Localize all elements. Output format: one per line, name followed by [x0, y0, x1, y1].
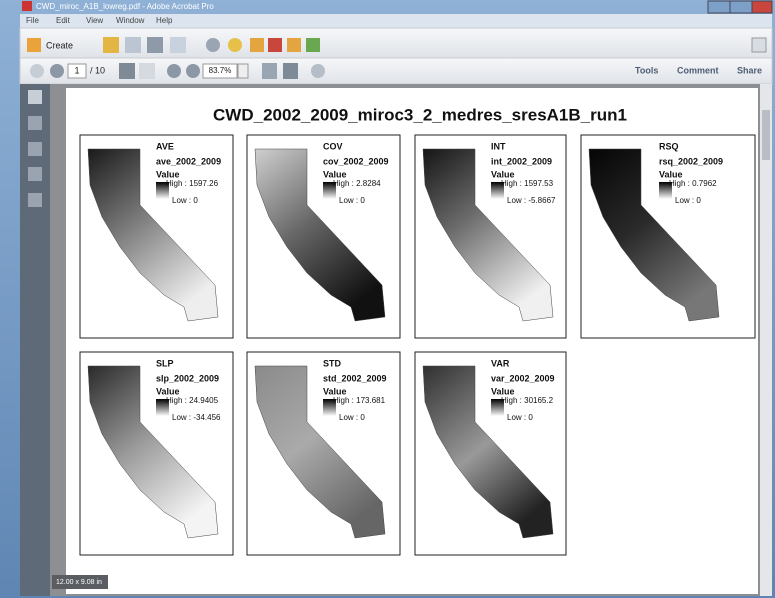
next-page-button[interactable] — [50, 64, 64, 78]
panel-code: COV — [323, 141, 343, 151]
legend-title: Value — [323, 169, 347, 179]
menu-item[interactable]: Edit — [56, 16, 71, 25]
create-icon[interactable] — [27, 38, 41, 52]
zoom-value[interactable]: 83.7% — [209, 66, 232, 75]
map-panel: RSQ rsq_2002_2009 ValueHigh : 0.7962 Low : … — [581, 135, 755, 338]
zoom-out-button[interactable] — [167, 64, 181, 78]
layer-name: var_2002_2009 — [491, 373, 555, 383]
legend-low: Low : 0 — [172, 196, 198, 205]
sign-icon[interactable] — [250, 38, 264, 52]
hand-tool[interactable] — [139, 63, 155, 79]
print-icon[interactable] — [147, 37, 163, 53]
panel-code: VAR — [491, 358, 510, 368]
layer-name: std_2002_2009 — [323, 373, 387, 383]
legend-title: Value — [156, 386, 180, 396]
page-number[interactable]: 1 — [74, 65, 79, 75]
legend-title: Value — [156, 169, 180, 179]
legend-high: High : 0.7962 — [669, 179, 717, 188]
scroll-thumb[interactable] — [762, 110, 770, 160]
panel-code: SLP — [156, 358, 174, 368]
open-icon[interactable] — [103, 37, 119, 53]
minimize-button[interactable] — [708, 1, 730, 13]
tools-pane[interactable]: Tools — [635, 65, 658, 75]
layer-name: rsq_2002_2009 — [659, 156, 723, 166]
fit-width-button[interactable] — [283, 63, 298, 79]
form-icon[interactable] — [287, 38, 301, 52]
layer-name: int_2002_2009 — [491, 156, 552, 166]
legend-low: Low : -34.456 — [172, 413, 221, 422]
panel-code: RSQ — [659, 141, 679, 151]
maximize-button[interactable] — [730, 1, 752, 13]
create-button[interactable]: Create — [46, 40, 73, 50]
legend-high: High : 30165.2 — [501, 396, 554, 405]
legend-high: High : 24.9405 — [166, 396, 219, 405]
layers-icon[interactable] — [28, 167, 42, 181]
close-button[interactable] — [752, 1, 772, 13]
save-icon[interactable] — [125, 37, 141, 53]
legend-low: Low : 0 — [339, 196, 365, 205]
select-tool[interactable] — [119, 63, 135, 79]
navigation-pane — [20, 84, 50, 596]
page-total: / 10 — [90, 65, 105, 75]
acrobat-window: CWD_miroc_A1B_lowreg.pdf - Adobe Acrobat… — [0, 0, 775, 598]
layer-name: ave_2002_2009 — [156, 156, 221, 166]
legend-title: Value — [491, 169, 515, 179]
settings-icon[interactable] — [206, 38, 220, 52]
document-title: CWD_2002_2009_miroc3_2_medres_sresA1B_ru… — [213, 105, 627, 124]
zoom-dropdown[interactable] — [238, 64, 248, 78]
layer-name: slp_2002_2009 — [156, 373, 219, 383]
email-icon[interactable] — [170, 37, 186, 53]
menu-item[interactable]: Window — [116, 16, 145, 25]
attachments-icon[interactable] — [28, 142, 42, 156]
pages-icon[interactable] — [28, 90, 42, 104]
legend-high: High : 1597.53 — [501, 179, 554, 188]
signatures-icon[interactable] — [28, 193, 42, 207]
layer-name: cov_2002_2009 — [323, 156, 389, 166]
prev-page-button[interactable] — [30, 64, 44, 78]
page-size: 12.00 x 9.08 in — [56, 579, 102, 586]
menu-item[interactable]: View — [86, 16, 103, 25]
legend-high: High : 2.8284 — [333, 179, 381, 188]
legend-title: Value — [659, 169, 683, 179]
panel-code: STD — [323, 358, 342, 368]
zoom-in-button[interactable] — [186, 64, 200, 78]
comment-icon[interactable] — [228, 38, 242, 52]
menu-item[interactable]: File — [26, 16, 39, 25]
export-icon[interactable] — [306, 38, 320, 52]
map-panel: SLP slp_2002_2009 ValueHigh : 24.9405 Low :… — [80, 352, 233, 555]
legend-low: Low : 0 — [339, 413, 365, 422]
legend-high: High : 173.681 — [333, 396, 386, 405]
legend-low: Low : -5.8667 — [507, 196, 556, 205]
read-mode-button[interactable] — [311, 64, 325, 78]
pdf-icon[interactable] — [268, 38, 282, 52]
window-title: CWD_miroc_A1B_lowreg.pdf - Adobe Acrobat… — [36, 2, 214, 11]
legend-low: Low : 0 — [675, 196, 701, 205]
legend-low: Low : 0 — [507, 413, 533, 422]
comment-pane[interactable]: Comment — [677, 65, 719, 75]
app-icon — [22, 1, 32, 11]
share-pane[interactable]: Share — [737, 65, 762, 75]
panel-code: INT — [491, 141, 506, 151]
scrollbar[interactable] — [760, 84, 772, 596]
legend-title: Value — [491, 386, 515, 396]
legend-high: High : 1597.26 — [166, 179, 219, 188]
bookmarks-icon[interactable] — [28, 116, 42, 130]
menu-item[interactable]: Help — [156, 16, 173, 25]
expand-icon[interactable] — [752, 38, 766, 52]
fit-page-button[interactable] — [262, 63, 277, 79]
legend-title: Value — [323, 386, 347, 396]
panel-code: AVE — [156, 141, 174, 151]
